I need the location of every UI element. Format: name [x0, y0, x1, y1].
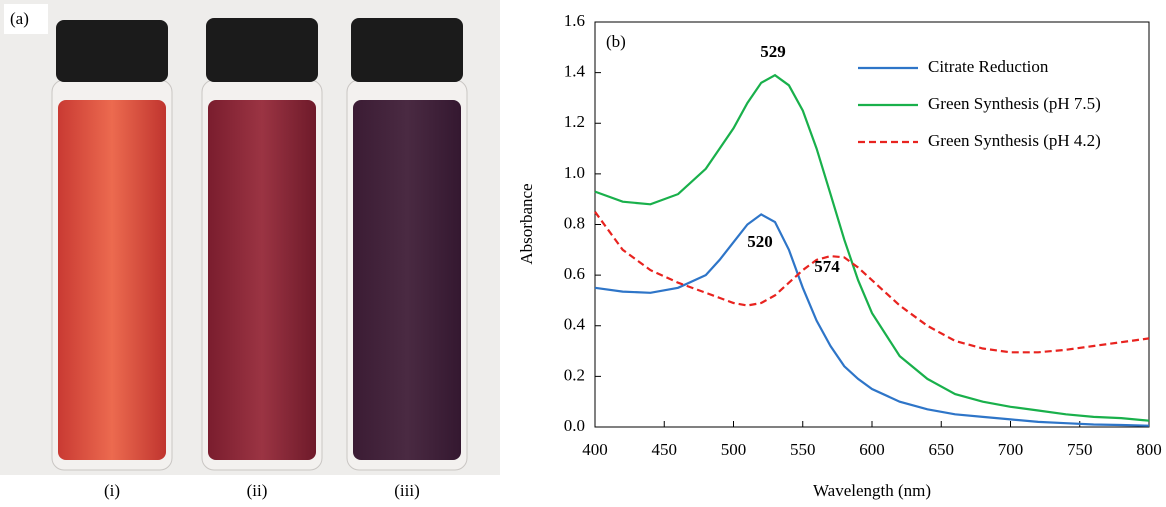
legend-label: Green Synthesis (pH 7.5)	[928, 94, 1101, 113]
panel-label: (b)	[606, 32, 626, 51]
x-tick-label: 750	[1067, 440, 1093, 459]
y-tick-label: 1.0	[564, 163, 585, 182]
peak-annotation: 520	[747, 232, 773, 251]
series-line	[594, 213, 1150, 427]
y-tick-label: 0.2	[564, 365, 585, 384]
x-tick-label: 450	[652, 440, 678, 459]
x-tick-label: 500	[721, 440, 747, 459]
photo: (a) (i) (ii) (iii)	[0, 0, 500, 500]
x-tick-label: 700	[998, 440, 1024, 459]
vial	[51, 20, 173, 471]
peak-annotation: 574	[814, 257, 840, 276]
panel-label: (a)	[10, 9, 29, 28]
vial-caption: (ii)	[247, 481, 268, 500]
vial	[346, 18, 468, 471]
y-tick-label: 0.6	[564, 264, 585, 283]
y-tick-label: 0.0	[564, 416, 585, 435]
x-tick-label: 650	[929, 440, 955, 459]
peak-annotation: 529	[760, 42, 786, 61]
legend-label: Citrate Reduction	[928, 57, 1049, 76]
y-axis-title: Absorbance	[517, 183, 536, 264]
x-tick-label: 600	[859, 440, 885, 459]
plot-frame	[594, 21, 1150, 428]
x-tick-label: 550	[790, 440, 816, 459]
y-tick-label: 1.2	[564, 112, 585, 131]
series-line	[594, 73, 1150, 422]
vial-caption: (i)	[104, 481, 120, 500]
legend-label: Green Synthesis (pH 4.2)	[928, 131, 1101, 150]
y-tick-label: 0.8	[564, 213, 585, 232]
x-axis-title: Wavelength (nm)	[813, 481, 931, 500]
x-tick-label: 800	[1136, 440, 1162, 459]
y-tick-label: 0.4	[564, 315, 586, 334]
y-tick-label: 1.6	[564, 11, 585, 30]
y-tick-label: 1.4	[564, 62, 586, 81]
x-tick-label: 400	[582, 440, 608, 459]
label-box	[4, 4, 48, 34]
vial	[201, 18, 323, 471]
series-line	[594, 211, 1150, 354]
vial-caption: (iii)	[394, 481, 420, 500]
